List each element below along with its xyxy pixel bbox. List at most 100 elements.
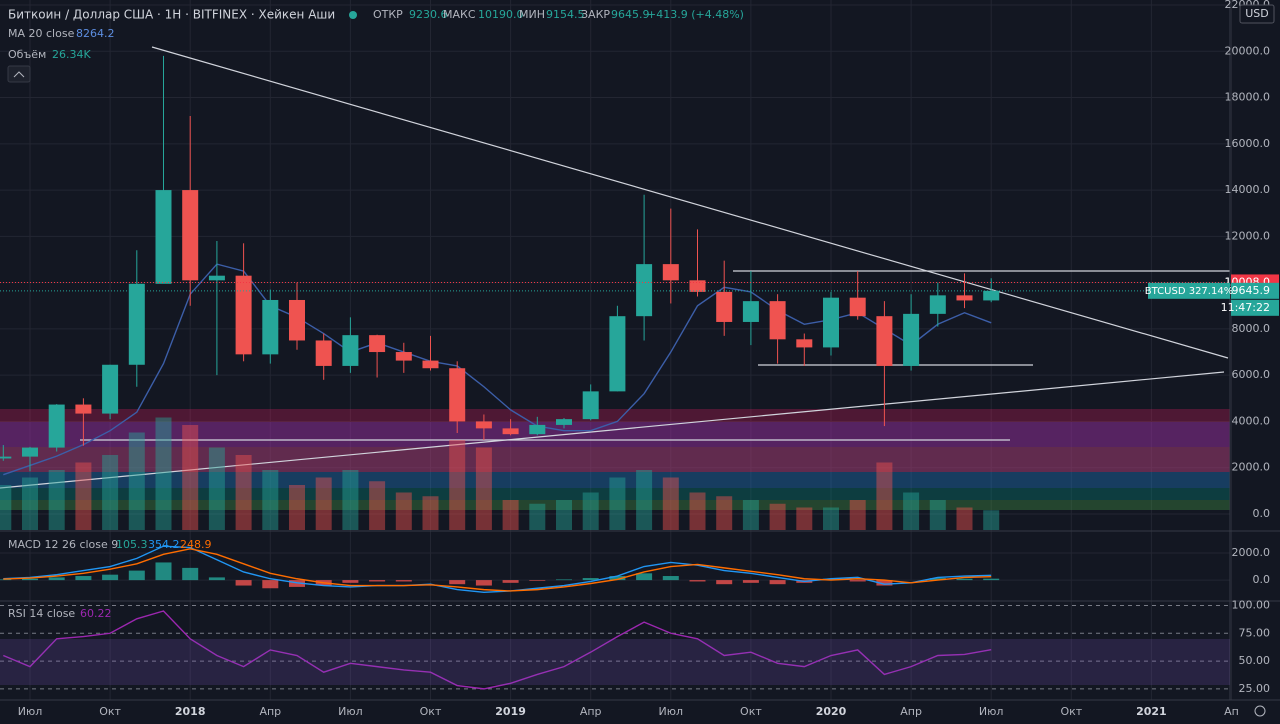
volume-bar (395, 492, 412, 530)
time-box (1231, 299, 1279, 316)
candle-body (235, 275, 252, 355)
collapse-button[interactable] (7, 65, 31, 83)
macd-bar (235, 580, 252, 586)
candle-body (422, 360, 439, 369)
candle-body (903, 313, 920, 366)
candle-body (983, 290, 1000, 301)
volume-bar (876, 462, 893, 530)
volume-bar (289, 485, 305, 530)
marks (0, 55, 1230, 690)
volume-bar (48, 470, 65, 530)
y-tick-label: 8000.0 (1232, 322, 1271, 335)
macd-legend: MACD 12 26 close 9 (8, 538, 118, 551)
macd-bar (769, 580, 786, 585)
macd-bar (75, 576, 92, 581)
grid (0, 0, 1232, 700)
volume-value: 26.34K (52, 48, 91, 61)
x-tick-label: Окт (1060, 705, 1082, 718)
y-tick-label: 75.00 (1239, 626, 1271, 639)
candle-body (0, 456, 12, 459)
time-label: 11:47:22 (1221, 301, 1270, 314)
ma-legend: MA 20 close (8, 27, 75, 40)
y-tick-label: 14000.0 (1225, 183, 1271, 196)
x-tick-label: Июл (18, 705, 43, 718)
macd-bar (636, 573, 653, 581)
y-tick-label: 12000.0 (1225, 229, 1271, 242)
candle-body (689, 280, 706, 292)
ohlc-value: 9645.9 (611, 8, 650, 21)
x-tick-label: Июл (979, 705, 1004, 718)
volume-bar (796, 507, 813, 530)
volume-bar (22, 477, 38, 530)
change: +413.9 (+4.48%) (647, 8, 744, 21)
candle-body (289, 299, 305, 341)
volume-bar (689, 492, 706, 530)
macd-value: 248.9 (180, 538, 212, 551)
volume-bar (449, 440, 466, 530)
macd-bar (369, 580, 386, 582)
ohlc-label: МИН (519, 8, 545, 21)
x-tick-label: 2018 (175, 705, 206, 718)
volume-bar (128, 432, 145, 530)
macd-bar (689, 580, 706, 582)
macd-bar (208, 577, 225, 581)
zone (0, 500, 1230, 510)
x-tick-label: 2019 (495, 705, 526, 718)
volume-bar (369, 481, 386, 530)
macd-bar (662, 576, 679, 581)
volume-bar (929, 500, 946, 530)
candle-body (369, 335, 386, 353)
macd-bar (449, 580, 466, 585)
macd-bar (849, 580, 866, 582)
volume-bar (75, 462, 92, 530)
collapse-icon (13, 71, 25, 78)
drawings (0, 46, 1230, 510)
rsi-band (0, 639, 1230, 685)
x-tick-label: Окт (740, 705, 762, 718)
candle-body (662, 264, 679, 281)
settings-icon[interactable] (1254, 705, 1266, 717)
currency-box[interactable] (1239, 4, 1275, 24)
macd-bar (262, 580, 279, 589)
volume-bar (769, 503, 786, 530)
macd-bar (395, 580, 412, 582)
volume-legend: Объём (8, 48, 46, 61)
volume-bar (609, 477, 626, 530)
volume-bar (235, 455, 252, 530)
y-tick-label: 2000.0 (1232, 461, 1271, 474)
volume-bar (342, 470, 359, 530)
volume-bar (315, 477, 332, 530)
candle-body (342, 335, 359, 366)
candle-body (556, 419, 572, 425)
candle-body (449, 368, 466, 422)
y-tick-label: 0.0 (1253, 573, 1271, 586)
volume-bar (716, 496, 733, 530)
volume-bar (956, 507, 973, 530)
volume-bar (636, 470, 653, 530)
symbol-box (1148, 282, 1230, 299)
status-dot (349, 11, 357, 19)
y-tick-label: 20000.0 (1225, 44, 1271, 57)
macd-bar (876, 580, 893, 586)
candle-body (636, 264, 653, 317)
axes: Июл Окт 2018 Апр Июл Окт 2019 Апр Июл Окт 2020 Апр И… (18, 0, 1279, 718)
candle-body (876, 316, 893, 366)
ma-value: 8264.2 (76, 27, 115, 40)
macd-line (3, 548, 992, 592)
trendline (0, 371, 1225, 489)
candle-body (609, 316, 626, 392)
ohlc-label: ОТКР (373, 8, 403, 21)
zone (0, 488, 1230, 500)
volume-bar (262, 470, 279, 530)
ohlc-label: ЗАКР (581, 8, 610, 21)
macd-bar (983, 578, 1000, 581)
x-tick-label: Апр (580, 705, 602, 718)
volume-bar (155, 417, 172, 530)
zone (0, 472, 1230, 488)
x-tick-label: Июл (659, 705, 684, 718)
volume-bar (903, 492, 920, 530)
volume-bar (742, 500, 759, 530)
macd-bar (182, 567, 199, 581)
